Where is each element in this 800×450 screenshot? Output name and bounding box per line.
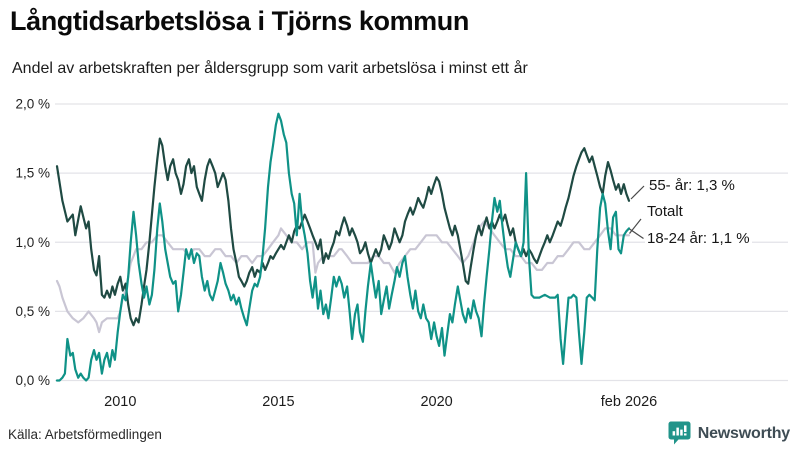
y-tick-label: 0,0 % — [15, 373, 50, 388]
newsworthy-logo: Newsworthy — [668, 421, 790, 446]
x-tick-label: 2015 — [262, 394, 294, 410]
y-tick-label: 0,5 % — [15, 304, 50, 319]
source-note: Källa: Arbetsförmedlingen — [8, 427, 162, 442]
bar-chart-bubble-icon — [668, 421, 691, 446]
series-end-label-totalt: Totalt — [645, 203, 685, 221]
series-end-label-55-ar: 55- år: 1,3 % — [647, 177, 737, 195]
page-title: Långtidsarbetslösa i Tjörns kommun — [10, 6, 469, 36]
x-tick-label: feb 2026 — [601, 394, 657, 410]
chart-subtitle: Andel av arbetskraften per åldersgrupp s… — [12, 60, 528, 77]
series-line-0 — [55, 137, 631, 327]
label-connector-line — [629, 228, 644, 239]
y-tick-label: 1,0 % — [15, 235, 50, 250]
x-tick-label: 2010 — [104, 394, 136, 410]
y-tick-label: 1,5 % — [15, 166, 50, 181]
brand-wordmark: Newsworthy — [697, 424, 790, 442]
x-tick-label: 2020 — [420, 394, 452, 410]
series-line-1 — [55, 220, 631, 334]
series-end-label-18-24-ar: 18-24 år: 1,1 % — [645, 230, 752, 248]
label-connector-line — [630, 185, 645, 200]
label-connector-line — [629, 218, 642, 234]
series-line-2 — [55, 112, 631, 382]
y-tick-label: 2,0 % — [15, 97, 50, 112]
